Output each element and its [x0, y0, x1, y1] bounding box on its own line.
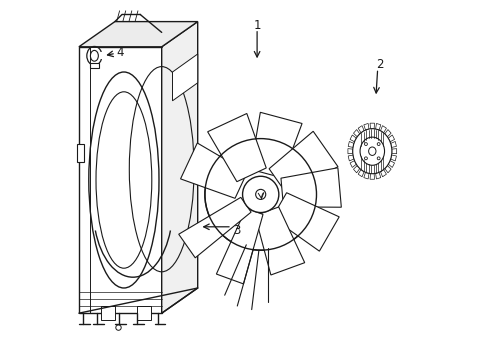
Ellipse shape	[89, 72, 159, 288]
Polygon shape	[136, 306, 151, 320]
Polygon shape	[380, 170, 386, 177]
Polygon shape	[363, 172, 368, 179]
Polygon shape	[375, 172, 380, 179]
Polygon shape	[162, 22, 197, 313]
Polygon shape	[369, 174, 374, 179]
Ellipse shape	[87, 46, 102, 65]
Ellipse shape	[376, 143, 379, 145]
Ellipse shape	[204, 139, 316, 250]
Polygon shape	[363, 123, 368, 130]
Polygon shape	[353, 166, 359, 173]
Polygon shape	[384, 166, 390, 173]
Ellipse shape	[364, 143, 366, 145]
Ellipse shape	[96, 92, 151, 268]
Polygon shape	[216, 208, 263, 284]
Polygon shape	[375, 123, 380, 130]
Polygon shape	[281, 168, 341, 207]
Ellipse shape	[116, 325, 121, 330]
Polygon shape	[250, 112, 302, 178]
Polygon shape	[79, 22, 197, 47]
Polygon shape	[349, 161, 356, 167]
Polygon shape	[357, 126, 364, 133]
Polygon shape	[101, 306, 115, 320]
Polygon shape	[390, 141, 396, 147]
Polygon shape	[255, 207, 304, 275]
Ellipse shape	[368, 147, 375, 156]
Polygon shape	[387, 161, 394, 167]
Polygon shape	[347, 141, 353, 147]
Polygon shape	[79, 47, 162, 313]
Ellipse shape	[255, 189, 265, 199]
Polygon shape	[384, 130, 390, 137]
Ellipse shape	[359, 137, 384, 165]
Polygon shape	[347, 149, 352, 154]
Bar	[99, 52, 103, 59]
Polygon shape	[178, 197, 251, 258]
Ellipse shape	[242, 176, 278, 212]
Ellipse shape	[376, 157, 379, 160]
Text: 1: 1	[253, 19, 260, 32]
Text: 3: 3	[233, 224, 241, 237]
Polygon shape	[180, 143, 247, 198]
Text: 2: 2	[375, 58, 383, 71]
Polygon shape	[369, 123, 374, 129]
Ellipse shape	[352, 129, 391, 174]
Polygon shape	[272, 193, 339, 251]
Polygon shape	[268, 131, 337, 195]
Polygon shape	[172, 54, 197, 101]
Polygon shape	[77, 144, 84, 162]
Polygon shape	[353, 130, 359, 137]
Polygon shape	[347, 155, 353, 161]
Polygon shape	[380, 126, 386, 133]
Polygon shape	[207, 113, 265, 182]
Polygon shape	[390, 155, 396, 161]
Polygon shape	[357, 170, 364, 177]
Polygon shape	[391, 149, 396, 154]
Bar	[89, 63, 99, 68]
Ellipse shape	[90, 50, 98, 61]
Polygon shape	[387, 135, 394, 142]
Polygon shape	[349, 135, 356, 142]
Ellipse shape	[364, 157, 366, 160]
Text: 4: 4	[116, 46, 124, 59]
